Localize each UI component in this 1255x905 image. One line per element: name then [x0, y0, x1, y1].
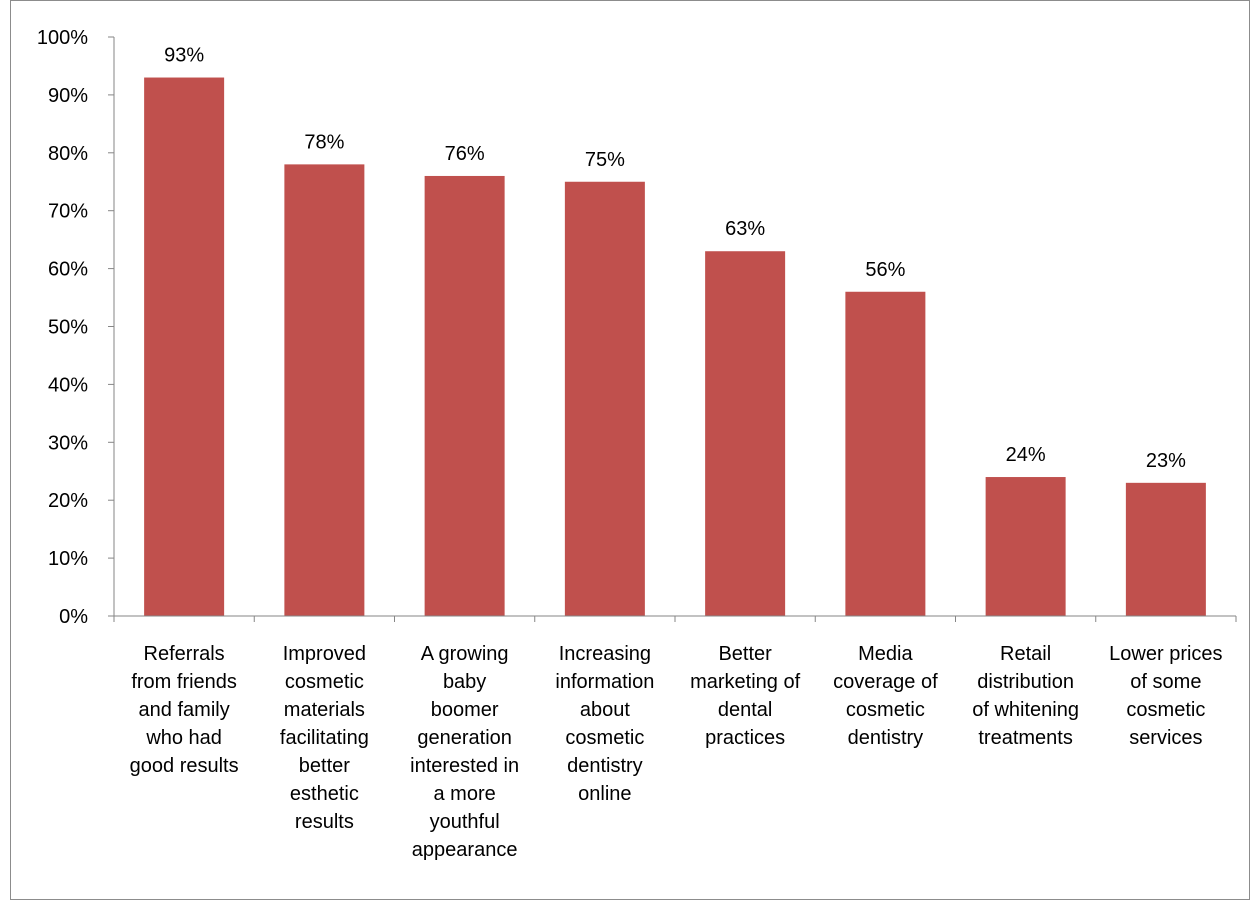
y-tick-label: 70%: [48, 201, 88, 223]
x-category-label-line: cosmetic: [846, 699, 925, 721]
bar: [705, 251, 786, 617]
x-category-label-line: esthetic: [290, 783, 359, 805]
data-labels: 93% 78% 76% 75% 63% 56% 24% 23%: [164, 45, 1186, 472]
x-category-label-line: coverage of: [833, 671, 938, 693]
x-category-label-line: A growing: [421, 643, 509, 665]
x-category-label-line: Referrals: [144, 643, 225, 665]
x-category-label-line: information: [555, 671, 654, 693]
bar: [564, 181, 645, 616]
x-category-label-line: online: [578, 783, 631, 805]
x-category-label-line: about: [580, 699, 630, 721]
x-category-label-line: services: [1129, 727, 1202, 749]
x-category-label-line: of whitening: [972, 699, 1079, 721]
x-category-label-line: good results: [130, 755, 239, 777]
bar: [985, 477, 1066, 616]
x-category-label-line: results: [295, 811, 354, 833]
x-category-label: Better marketing of dental practices: [690, 643, 800, 749]
x-category-label-line: treatments: [978, 727, 1072, 749]
y-axis: 0% 10% 20% 30% 40% 50% 60% 70% 80% 90% 100%: [37, 27, 115, 628]
x-category-label-line: Increasing: [559, 643, 651, 665]
x-category-label-line: and family: [139, 699, 230, 721]
x-category-label: Media coverage of cosmetic dentistry: [833, 643, 938, 749]
data-label: 63%: [725, 218, 765, 240]
x-category-label-line: Better: [718, 643, 772, 665]
y-tick-label: 40%: [48, 374, 88, 396]
data-label: 24%: [1006, 444, 1046, 466]
x-category-label-line: Lower prices: [1109, 643, 1222, 665]
bar: [284, 164, 365, 616]
x-category-label-line: Media: [858, 643, 913, 665]
y-tick-label: 60%: [48, 259, 88, 281]
x-category-label: Retail distribution of whitening treatments: [972, 643, 1079, 749]
x-category-label-line: youthful: [430, 811, 500, 833]
bar: [424, 175, 505, 616]
x-category-label-line: cosmetic: [285, 671, 364, 693]
bar: [1125, 482, 1206, 616]
x-category-label-line: dental: [718, 699, 773, 721]
y-tick-label: 80%: [48, 143, 88, 165]
data-label: 56%: [865, 259, 905, 281]
x-category-label-line: cosmetic: [1126, 699, 1205, 721]
y-tick-label: 20%: [48, 490, 88, 512]
x-category-label-line: better: [299, 755, 350, 777]
x-category-label-line: baby: [443, 671, 486, 693]
x-category-label-line: interested in: [410, 755, 519, 777]
x-category-label-line: from friends: [131, 671, 237, 693]
data-label: 23%: [1146, 450, 1186, 472]
x-axis: Referrals from friends and family who had go…: [113, 615, 1237, 861]
data-label: 75%: [585, 149, 625, 171]
data-label: 78%: [304, 131, 344, 153]
x-category-label: Lower prices of some cosmetic services: [1109, 643, 1222, 749]
x-category-label: Improved cosmetic materials facilitating bet…: [280, 643, 369, 833]
x-category-label-line: a more: [434, 783, 496, 805]
y-tick-label: 30%: [48, 432, 88, 454]
x-category-label-line: practices: [705, 727, 785, 749]
y-tick-label: 50%: [48, 317, 88, 339]
data-label: 93%: [164, 45, 204, 67]
y-tick-label: 10%: [48, 548, 88, 570]
data-label: 76%: [445, 143, 485, 165]
x-category-label-line: materials: [284, 699, 365, 721]
x-category-label-line: boomer: [431, 699, 499, 721]
y-tick-label: 100%: [37, 27, 88, 49]
x-category-label-line: marketing of: [690, 671, 800, 693]
x-category-label-line: appearance: [412, 839, 518, 861]
x-category-label-line: Improved: [283, 643, 366, 665]
x-category-label: Increasing information about cosmetic dentis…: [555, 643, 654, 805]
bar: [845, 291, 926, 616]
x-category-label: Referrals from friends and family who had go…: [130, 643, 239, 777]
x-category-label-line: dentistry: [567, 755, 643, 777]
x-category-label-line: who had: [145, 727, 222, 749]
x-category-label-line: facilitating: [280, 727, 369, 749]
bar: [144, 77, 225, 616]
y-tick-label: 90%: [48, 85, 88, 107]
x-category-label-line: of some: [1130, 671, 1201, 693]
x-category-label-line: generation: [417, 727, 512, 749]
x-category-label-line: cosmetic: [565, 727, 644, 749]
x-category-label: A growing baby boomer generation interested …: [410, 643, 519, 861]
x-category-label-line: Retail: [1000, 643, 1051, 665]
bars: [144, 77, 1206, 617]
x-category-label-line: distribution: [977, 671, 1074, 693]
y-tick-label: 0%: [59, 606, 88, 628]
x-category-label-line: dentistry: [848, 727, 924, 749]
